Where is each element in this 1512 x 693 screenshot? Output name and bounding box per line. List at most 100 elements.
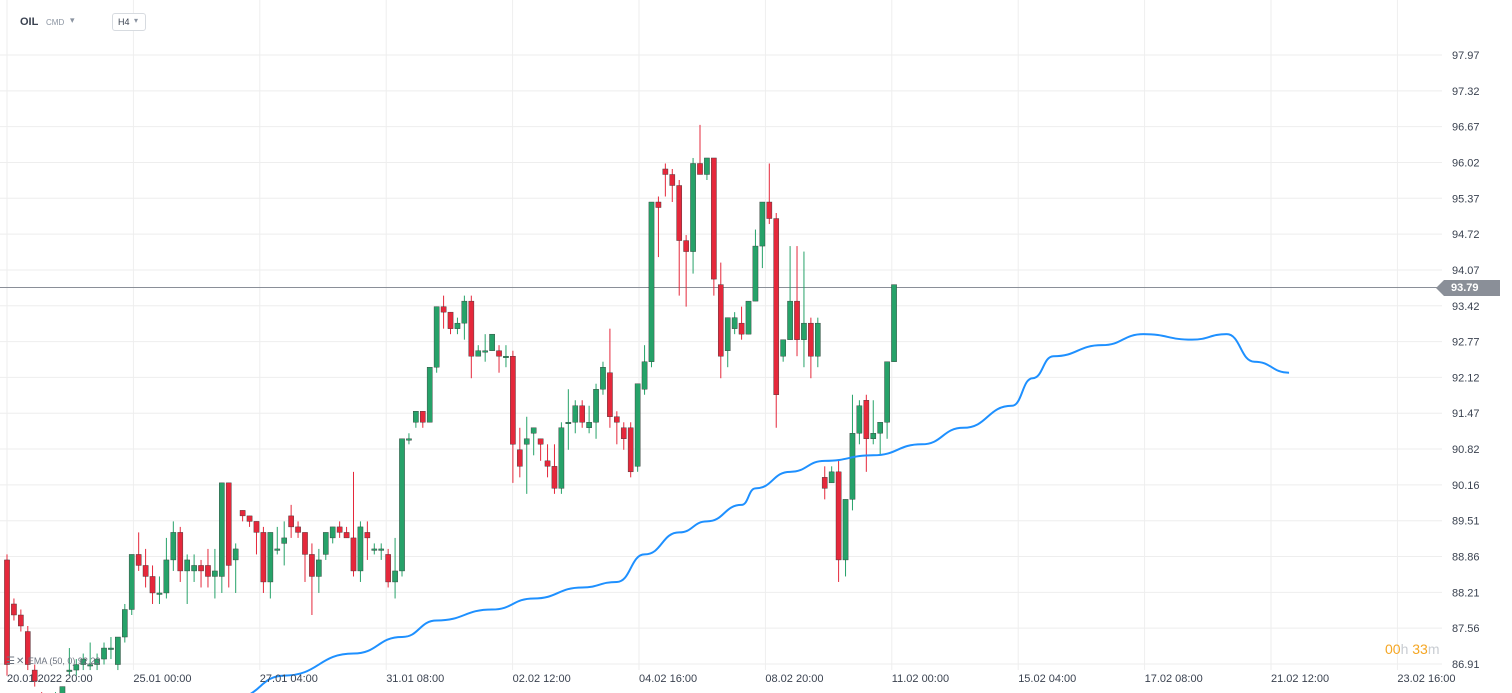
candle[interactable] — [156, 576, 163, 604]
candle[interactable] — [648, 201, 655, 368]
candle[interactable] — [24, 626, 31, 671]
candle[interactable] — [66, 648, 73, 676]
candle[interactable] — [232, 543, 239, 593]
candle[interactable] — [891, 284, 897, 362]
candle[interactable] — [503, 345, 509, 368]
candle[interactable] — [496, 345, 502, 373]
candle[interactable] — [482, 334, 488, 362]
candle[interactable] — [808, 317, 814, 379]
candle[interactable] — [669, 168, 676, 203]
candle[interactable] — [634, 383, 641, 472]
candle[interactable] — [773, 213, 780, 428]
candle[interactable] — [662, 163, 669, 197]
candle[interactable] — [184, 554, 190, 604]
candle[interactable] — [177, 526, 184, 582]
candle[interactable] — [406, 433, 412, 445]
candle[interactable] — [80, 653, 87, 671]
candle[interactable] — [586, 405, 592, 434]
candle[interactable] — [572, 400, 579, 434]
candle[interactable] — [73, 659, 80, 676]
candle[interactable] — [142, 548, 149, 588]
candle[interactable] — [108, 637, 114, 660]
close-icon[interactable]: ✕ — [15, 656, 25, 667]
candle[interactable] — [59, 686, 66, 693]
candle[interactable] — [607, 328, 613, 428]
candle[interactable] — [288, 504, 294, 538]
candle[interactable] — [780, 339, 786, 362]
candle[interactable] — [18, 609, 24, 632]
candle[interactable] — [884, 361, 890, 439]
candle[interactable] — [350, 471, 357, 577]
candle[interactable] — [544, 444, 551, 478]
candle[interactable] — [724, 317, 731, 368]
candle[interactable] — [676, 179, 683, 296]
candle[interactable] — [11, 598, 17, 621]
candle[interactable] — [738, 306, 745, 340]
candle[interactable] — [752, 229, 759, 302]
candle[interactable] — [378, 543, 385, 560]
candle[interactable] — [295, 521, 301, 538]
candle[interactable] — [766, 163, 773, 225]
candle[interactable] — [267, 532, 274, 599]
candle[interactable] — [717, 262, 724, 379]
candle[interactable] — [426, 367, 433, 423]
candle[interactable] — [343, 526, 350, 539]
candle[interactable] — [212, 548, 218, 599]
candle[interactable] — [399, 438, 405, 577]
candle[interactable] — [627, 422, 634, 478]
candle[interactable] — [828, 466, 835, 484]
candle[interactable] — [655, 196, 662, 258]
candle[interactable] — [849, 394, 856, 511]
candle[interactable] — [260, 526, 267, 593]
candle[interactable] — [31, 664, 38, 687]
candle[interactable] — [863, 394, 870, 472]
candle[interactable] — [128, 554, 135, 615]
candle[interactable] — [101, 642, 107, 665]
candle[interactable] — [191, 554, 197, 582]
candle[interactable] — [641, 345, 648, 395]
candle[interactable] — [447, 311, 454, 335]
candle[interactable] — [787, 246, 793, 340]
candle[interactable] — [253, 521, 260, 555]
candle[interactable] — [600, 361, 606, 395]
candle[interactable] — [551, 444, 558, 494]
candle[interactable] — [357, 521, 364, 582]
candle[interactable] — [870, 400, 877, 445]
candle[interactable] — [711, 157, 717, 296]
candle[interactable] — [149, 565, 156, 604]
candle[interactable] — [302, 532, 308, 582]
candle[interactable] — [94, 653, 100, 671]
candle[interactable] — [565, 389, 572, 450]
candle[interactable] — [205, 548, 211, 588]
candle[interactable] — [392, 537, 398, 599]
candle[interactable] — [225, 482, 232, 588]
candle[interactable] — [420, 411, 426, 428]
candle[interactable] — [593, 383, 599, 439]
settings-icon[interactable]: ☰ — [6, 656, 15, 667]
candle[interactable] — [815, 317, 821, 368]
candle[interactable] — [731, 312, 738, 335]
candle[interactable] — [433, 306, 440, 373]
candle[interactable] — [371, 543, 378, 555]
candle[interactable] — [877, 422, 883, 456]
candle[interactable] — [440, 295, 447, 329]
candle[interactable] — [163, 537, 170, 599]
candle[interactable] — [856, 400, 863, 445]
candle[interactable] — [510, 350, 516, 483]
symbol-label[interactable]: OIL — [20, 16, 39, 28]
candle[interactable] — [322, 532, 329, 560]
candle[interactable] — [281, 521, 288, 566]
candle[interactable] — [821, 466, 828, 500]
candle[interactable] — [87, 642, 93, 671]
candle[interactable] — [219, 482, 225, 593]
candle[interactable] — [620, 422, 627, 450]
candle[interactable] — [517, 427, 523, 478]
candle[interactable] — [309, 543, 315, 615]
candle[interactable] — [4, 554, 10, 676]
candle[interactable] — [801, 251, 807, 368]
candle[interactable] — [135, 532, 142, 571]
candle[interactable] — [461, 295, 468, 340]
candle[interactable] — [239, 510, 246, 522]
candle[interactable] — [454, 317, 461, 335]
